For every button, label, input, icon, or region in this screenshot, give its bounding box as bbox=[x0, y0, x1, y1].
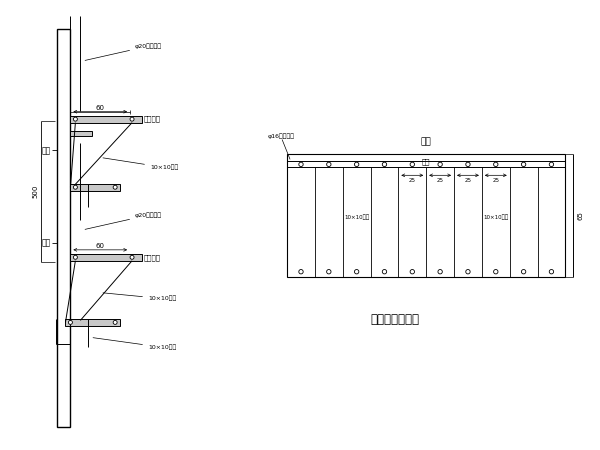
Text: 模板: 模板 bbox=[41, 146, 50, 155]
Bar bbox=[56, 29, 70, 427]
Circle shape bbox=[466, 162, 470, 166]
Circle shape bbox=[438, 270, 442, 274]
Bar bbox=[70, 130, 92, 135]
Text: 60: 60 bbox=[96, 243, 105, 249]
Text: 65: 65 bbox=[577, 211, 583, 220]
Circle shape bbox=[130, 255, 134, 259]
Circle shape bbox=[382, 270, 386, 274]
Text: 60: 60 bbox=[96, 105, 105, 111]
Text: 10×10方钢: 10×10方钢 bbox=[483, 214, 508, 220]
Circle shape bbox=[466, 270, 470, 274]
Circle shape bbox=[68, 320, 73, 324]
Circle shape bbox=[73, 255, 77, 259]
Circle shape bbox=[326, 162, 331, 166]
Text: 500: 500 bbox=[32, 184, 38, 198]
Circle shape bbox=[355, 270, 359, 274]
Circle shape bbox=[73, 185, 77, 189]
Bar bbox=[287, 154, 565, 277]
Text: φ20钢筒支撑: φ20钢筒支撑 bbox=[85, 43, 162, 60]
Circle shape bbox=[113, 320, 117, 324]
Text: 25: 25 bbox=[437, 178, 443, 183]
Text: 25: 25 bbox=[492, 178, 499, 183]
Circle shape bbox=[549, 162, 554, 166]
Bar bbox=[70, 254, 142, 261]
Circle shape bbox=[382, 162, 386, 166]
Bar bbox=[70, 184, 120, 191]
Circle shape bbox=[73, 117, 77, 121]
Text: 工作平台: 工作平台 bbox=[144, 254, 161, 261]
Circle shape bbox=[410, 270, 415, 274]
Circle shape bbox=[326, 270, 331, 274]
Text: 翻模平台制作图: 翻模平台制作图 bbox=[370, 313, 419, 326]
Circle shape bbox=[438, 162, 442, 166]
Circle shape bbox=[299, 162, 303, 166]
Text: 工作平台: 工作平台 bbox=[144, 116, 161, 122]
Text: 25: 25 bbox=[464, 178, 472, 183]
Text: 10×10角钢: 10×10角钢 bbox=[93, 338, 176, 350]
Text: 中间: 中间 bbox=[422, 159, 430, 165]
Text: 25: 25 bbox=[409, 178, 416, 183]
Circle shape bbox=[521, 162, 526, 166]
Circle shape bbox=[113, 185, 117, 189]
Circle shape bbox=[494, 270, 498, 274]
Text: 面板: 面板 bbox=[421, 138, 431, 147]
Circle shape bbox=[355, 162, 359, 166]
Circle shape bbox=[494, 162, 498, 166]
Text: 10×10角钢: 10×10角钢 bbox=[103, 158, 178, 170]
Circle shape bbox=[130, 117, 134, 121]
Text: 10×10角钢: 10×10角钢 bbox=[103, 293, 176, 302]
Text: 背板: 背板 bbox=[41, 238, 50, 248]
Text: 10×10方钢: 10×10方钢 bbox=[344, 214, 369, 220]
Circle shape bbox=[549, 270, 554, 274]
Text: φ16而外螺栋: φ16而外螺栋 bbox=[267, 133, 294, 139]
Text: φ20钢筒支撑: φ20钢筒支撑 bbox=[85, 212, 162, 230]
Bar bbox=[65, 320, 120, 326]
Circle shape bbox=[521, 270, 526, 274]
Circle shape bbox=[410, 162, 415, 166]
Bar bbox=[70, 116, 142, 123]
Circle shape bbox=[299, 270, 303, 274]
